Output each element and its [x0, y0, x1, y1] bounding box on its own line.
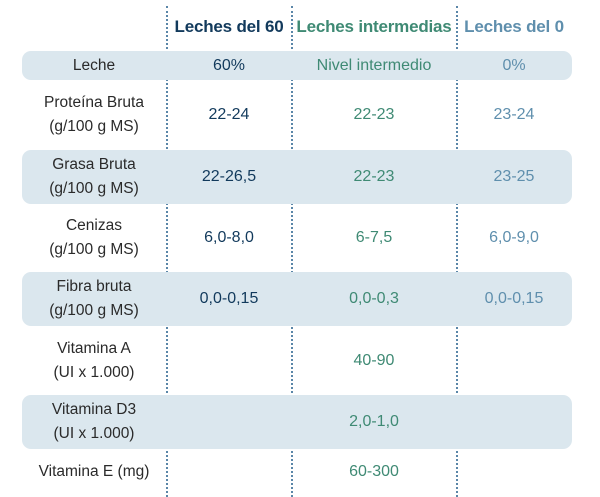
table-row-fibra: Fibra bruta (g/100 g MS) 0,0-0,15 0,0-0,3… — [22, 272, 572, 326]
cell-leches-intermedias: 22-23 — [353, 168, 395, 185]
cell-leches-0: 6,0-9,0 — [489, 229, 539, 246]
cell-leches-0 — [458, 334, 570, 388]
cell-leches-0: 0,0-0,15 — [484, 290, 544, 307]
cell-leches-intermedias: Nivel intermedio — [316, 56, 432, 74]
row-label: Vitamina A (UI x 1.000) — [53, 340, 135, 381]
table-row-vitamina-e: Vitamina E (mg) 60-300 — [22, 457, 572, 487]
table-row-leche: Leche 60% Nivel intermedio 0% — [22, 51, 572, 80]
cell-leches-60 — [168, 334, 290, 388]
table-row-grasa: Grasa Bruta (g/100 g MS) 22-26,5 22-23 23… — [22, 150, 572, 204]
row-label: Cenizas (g/100 g MS) — [49, 217, 139, 258]
cell-leches-intermedias: 22-23 — [353, 106, 395, 123]
cell-leches-intermedias: 40-90 — [353, 352, 395, 369]
cell-leches-0 — [458, 457, 570, 487]
cell-leches-intermedias: 0,0-0,3 — [349, 290, 399, 307]
row-label: Proteína Bruta (g/100 g MS) — [44, 94, 144, 135]
cell-leches-60: 22-24 — [208, 106, 250, 123]
row-label: Vitamina D3 (UI x 1.000) — [51, 401, 137, 442]
table-row-vitamina-d3: Vitamina D3 (UI x 1.000) 2,0-1,0 — [22, 395, 572, 449]
cell-leches-60: 0,0-0,15 — [199, 290, 259, 307]
column-separator-1 — [166, 6, 168, 497]
column-separator-2 — [291, 6, 293, 497]
cell-leches-intermedias: 2,0-1,0 — [349, 413, 399, 430]
cell-leches-0: 23-25 — [493, 168, 535, 185]
table-row-vitamina-a: Vitamina A (UI x 1.000) 40-90 — [22, 334, 572, 388]
header-leches-intermedias: Leches intermedias — [296, 17, 452, 36]
cell-leches-0: 23-24 — [493, 106, 535, 123]
cell-leches-60: 60% — [212, 56, 246, 74]
row-label: Vitamina E (mg) — [38, 463, 150, 480]
cell-leches-intermedias: 60-300 — [349, 463, 399, 480]
row-label: Fibra bruta (g/100 g MS) — [49, 278, 139, 319]
cell-leches-intermedias: 6-7,5 — [355, 229, 393, 246]
cell-leches-60: 6,0-8,0 — [204, 229, 254, 246]
column-separator-3 — [456, 6, 458, 497]
cell-leches-60 — [168, 395, 290, 449]
cell-leches-60: 22-26,5 — [201, 168, 257, 185]
cell-leches-60 — [168, 457, 290, 487]
cell-leches-0 — [458, 395, 570, 449]
header-leches-60: Leches del 60 — [174, 17, 284, 36]
table-row-cenizas: Cenizas (g/100 g MS) 6,0-8,0 6-7,5 6,0-9,… — [22, 211, 572, 265]
table-row-proteina: Proteína Bruta (g/100 g MS) 22-24 22-23 2… — [22, 88, 572, 142]
cell-leches-0: 0% — [502, 56, 526, 74]
row-label: Leche — [72, 56, 116, 74]
header-leches-0: Leches del 0 — [464, 17, 564, 36]
row-label: Grasa Bruta (g/100 g MS) — [49, 156, 139, 197]
